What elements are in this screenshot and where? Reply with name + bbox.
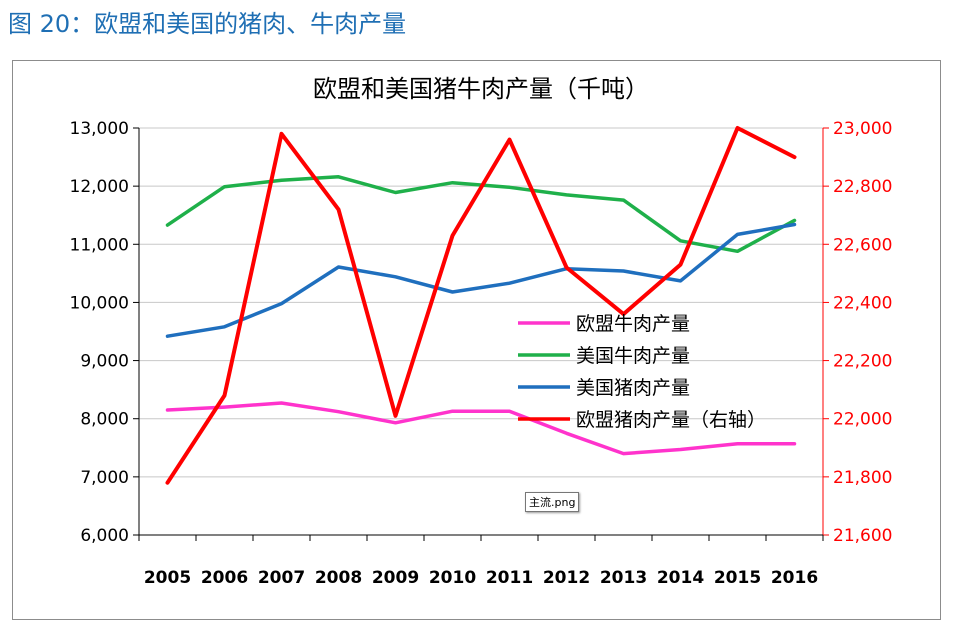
x-tick-label: 2006: [201, 568, 248, 588]
y-right-tick-label: 23,000: [833, 119, 892, 139]
legend-label: 欧盟猪肉产量（右轴）: [576, 409, 766, 431]
series-line: [165, 126, 797, 485]
x-tick-label: 2009: [372, 568, 419, 588]
x-tick-label: 2007: [258, 568, 305, 588]
y-right-tick-label: 22,800: [833, 177, 892, 197]
series-line: [165, 222, 797, 338]
y-left-tick-label: 7,000: [80, 468, 129, 488]
chart-title: 欧盟和美国猪牛肉产量（千吨）: [313, 75, 649, 103]
y-right-tick-label: 21,800: [833, 468, 892, 488]
y-right-tick-label: 22,200: [833, 352, 892, 372]
y-left-tick-label: 10,000: [70, 293, 129, 313]
legend-label: 美国猪肉产量: [576, 377, 690, 399]
y-left-tick-label: 11,000: [70, 235, 129, 255]
x-tick-label: 2005: [144, 568, 191, 588]
y-left-tick-label: 8,000: [80, 410, 129, 430]
x-tick-label: 2012: [543, 568, 590, 588]
series-lines: [165, 126, 797, 485]
legend-label: 美国牛肉产量: [576, 345, 690, 367]
x-tick-label: 2015: [714, 568, 761, 588]
legend-label: 欧盟牛肉产量: [576, 313, 690, 335]
x-tick-label: 2010: [429, 568, 476, 588]
line-chart: 欧盟和美国猪牛肉产量（千吨） 6,000 7,000 8,000 9,000 10,00…: [70, 75, 893, 588]
y-right-tick-label: 22,600: [833, 235, 892, 255]
series-line: [165, 401, 797, 456]
x-tick-label: 2014: [657, 568, 704, 588]
x-tick-label: 2016: [771, 568, 818, 588]
y-left-tick-label: 13,000: [70, 119, 129, 139]
y-left-tick-label: 9,000: [80, 352, 129, 372]
y-left-tick-label: 12,000: [70, 177, 129, 197]
x-tick-label: 2013: [600, 568, 647, 588]
x-tick-label: 2011: [486, 568, 533, 588]
y-right-tick-label: 21,600: [833, 526, 892, 546]
y-right-tick-label: 22,000: [833, 410, 892, 430]
y-right-tick-label: 22,400: [833, 293, 892, 313]
axes: 6,000 7,000 8,000 9,000 10,000 11,000 12,000 13…: [70, 119, 893, 588]
chart-frame: 欧盟和美国猪牛肉产量（千吨） 6,000 7,000 8,000 9,000 10,00…: [12, 60, 941, 620]
x-tick-label: 2008: [315, 568, 362, 588]
file-tooltip: 主流.png: [525, 492, 580, 512]
figure-caption: 图 20：欧盟和美国的猪肉、牛肉产量: [8, 10, 407, 38]
y-left-tick-label: 6,000: [80, 526, 129, 546]
